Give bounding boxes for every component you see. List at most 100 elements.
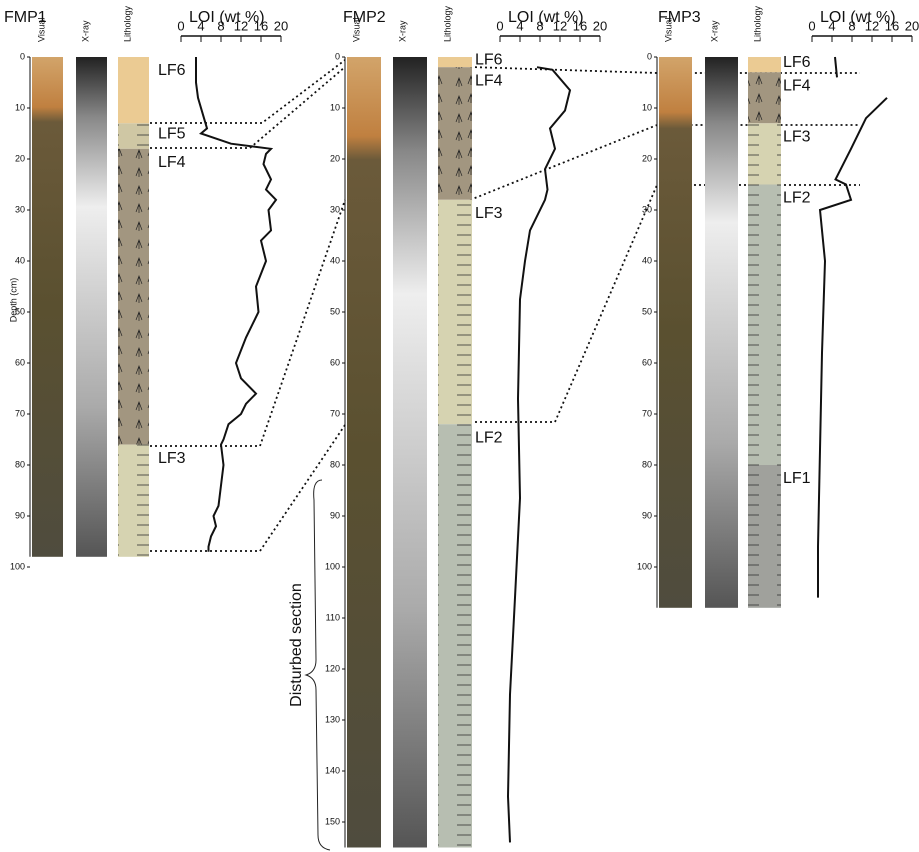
column-label: Visual bbox=[663, 18, 673, 42]
loi-label: LOI (wt %) bbox=[820, 9, 896, 26]
visual-column bbox=[32, 57, 63, 557]
loi-tick-label: 0 bbox=[496, 18, 503, 33]
loi-tick-label: 4 bbox=[828, 18, 835, 33]
facies-label: LF4 bbox=[783, 78, 811, 95]
depth-tick-label: 30 bbox=[15, 204, 25, 214]
xray-column bbox=[705, 57, 738, 608]
depth-tick-label: 60 bbox=[642, 357, 652, 367]
depth-tick-label: 40 bbox=[642, 255, 652, 265]
facies-label: LF1 bbox=[783, 470, 811, 487]
visual-column bbox=[347, 57, 381, 848]
depth-tick-label: 30 bbox=[642, 204, 652, 214]
facies-label: LF6 bbox=[475, 51, 503, 68]
depth-tick-label: 100 bbox=[637, 561, 652, 571]
annotation: Disturbed section bbox=[288, 583, 305, 707]
core-title: FMP1 bbox=[4, 9, 47, 26]
depth-tick-label: 80 bbox=[642, 459, 652, 469]
depth-tick-label: 130 bbox=[325, 714, 340, 724]
column-label: X-ray bbox=[397, 20, 407, 42]
loi-tick-label: 20 bbox=[274, 18, 288, 33]
depth-label: Depth (cm) bbox=[8, 278, 18, 323]
xray-column bbox=[393, 57, 427, 848]
column-label: Lithology bbox=[752, 5, 762, 42]
depth-tick-label: 0 bbox=[647, 51, 652, 61]
facies-symbols bbox=[118, 148, 149, 445]
depth-tick-label: 70 bbox=[15, 408, 25, 418]
facies-label: LF3 bbox=[475, 205, 503, 222]
visual-column bbox=[659, 57, 692, 608]
loi-tick-label: 8 bbox=[848, 18, 855, 33]
loi-tick-label: 20 bbox=[593, 18, 607, 33]
depth-tick-label: 10 bbox=[330, 102, 340, 112]
loi-tick-label: 4 bbox=[516, 18, 523, 33]
facies-label: LF3 bbox=[158, 450, 186, 467]
facies-symbols bbox=[748, 123, 781, 185]
column-label: Visual bbox=[351, 18, 361, 42]
depth-tick-label: 140 bbox=[325, 765, 340, 775]
depth-tick-label: 10 bbox=[15, 102, 25, 112]
loi-tick-label: 0 bbox=[177, 18, 184, 33]
loi-label: LOI (wt %) bbox=[508, 9, 584, 26]
loi-tick-label: 16 bbox=[254, 18, 268, 33]
depth-tick-label: 80 bbox=[330, 459, 340, 469]
depth-tick-label: 110 bbox=[326, 612, 340, 622]
facies-symbols bbox=[748, 72, 781, 124]
column-label: Lithology bbox=[122, 5, 132, 42]
loi-tick-label: 12 bbox=[865, 18, 879, 33]
loi-curve bbox=[817, 56, 888, 598]
depth-tick-label: 90 bbox=[642, 510, 652, 520]
facies-label: LF2 bbox=[475, 429, 503, 446]
facies bbox=[118, 57, 149, 124]
depth-tick-label: 40 bbox=[330, 255, 340, 265]
facies-label: LF3 bbox=[783, 129, 811, 146]
correlation-line bbox=[150, 424, 346, 552]
column-label: X-ray bbox=[709, 20, 719, 42]
correlation-lines bbox=[150, 59, 860, 552]
depth-tick-label: 20 bbox=[15, 153, 25, 163]
loi-tick-label: 20 bbox=[905, 18, 919, 33]
core-title: FMP3 bbox=[658, 9, 701, 26]
depth-tick-label: 60 bbox=[15, 357, 25, 367]
facies-label: LF6 bbox=[783, 54, 811, 71]
facies-label: LF4 bbox=[158, 154, 186, 171]
facies-label: LF2 bbox=[783, 190, 811, 207]
loi-tick-label: 8 bbox=[217, 18, 224, 33]
xray-column bbox=[76, 57, 107, 557]
facies-symbols bbox=[748, 465, 781, 608]
column-label: X-ray bbox=[80, 20, 90, 42]
depth-tick-label: 20 bbox=[330, 153, 340, 163]
depth-tick-label: 100 bbox=[10, 561, 25, 571]
loi-tick-label: 16 bbox=[885, 18, 899, 33]
core-title: FMP2 bbox=[343, 9, 386, 26]
loi-tick-label: 8 bbox=[536, 18, 543, 33]
column-label: Visual bbox=[36, 18, 46, 42]
depth-tick-label: 50 bbox=[330, 306, 340, 316]
depth-tick-label: 50 bbox=[642, 306, 652, 316]
depth-tick-label: 0 bbox=[20, 51, 25, 61]
depth-tick-label: 10 bbox=[642, 102, 652, 112]
depth-tick-label: 70 bbox=[642, 408, 652, 418]
loi-tick-label: 12 bbox=[234, 18, 248, 33]
facies-label: LF4 bbox=[475, 72, 503, 89]
depth-tick-label: 120 bbox=[325, 663, 340, 673]
brace bbox=[304, 479, 331, 851]
loi-label: LOI (wt %) bbox=[189, 9, 265, 26]
loi-tick-label: 0 bbox=[808, 18, 815, 33]
facies-symbols bbox=[118, 123, 149, 149]
facies-label: LF5 bbox=[158, 125, 186, 142]
depth-tick-label: 150 bbox=[325, 816, 340, 826]
facies-symbols bbox=[438, 67, 472, 200]
correlation-line bbox=[150, 66, 346, 149]
facies-symbols bbox=[748, 184, 781, 465]
depth-tick-label: 90 bbox=[330, 510, 340, 520]
facies-label: LF6 bbox=[158, 62, 186, 79]
loi-curve bbox=[195, 57, 278, 552]
depth-tick-label: 30 bbox=[330, 204, 340, 214]
facies bbox=[438, 57, 472, 68]
loi-curve bbox=[506, 66, 572, 843]
facies bbox=[748, 57, 781, 73]
facies-symbols bbox=[438, 199, 472, 425]
depth-tick-label: 60 bbox=[330, 357, 340, 367]
depth-tick-label: 50 bbox=[15, 306, 25, 316]
